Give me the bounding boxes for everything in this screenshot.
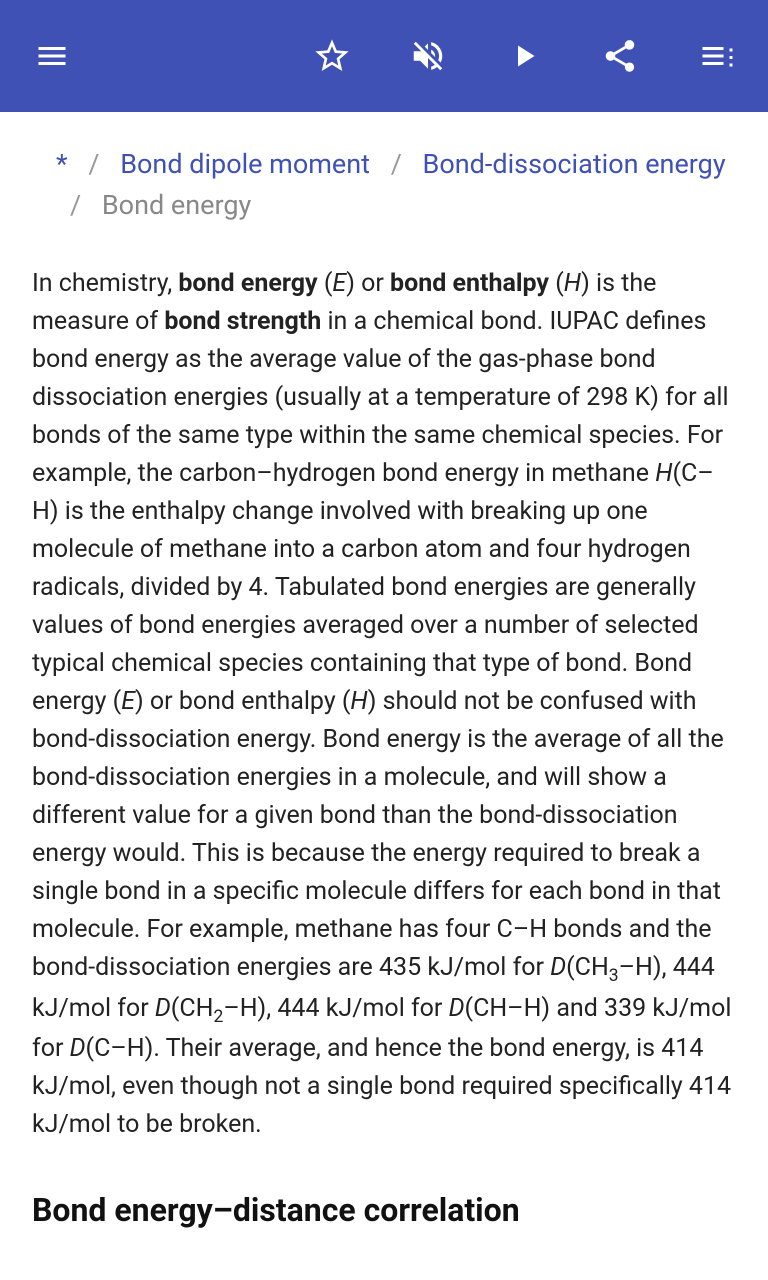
toolbar bbox=[0, 0, 768, 112]
section-heading: Bond energy–distance correlation bbox=[32, 1186, 736, 1235]
article-paragraph: In chemistry, bond energy (E) or bond en… bbox=[32, 265, 736, 1144]
breadcrumb-sep: / bbox=[70, 189, 81, 221]
content: * / Bond dipole moment / Bond-dissociati… bbox=[0, 112, 768, 1235]
toolbar-left bbox=[32, 36, 72, 76]
list-icon[interactable] bbox=[696, 36, 736, 76]
play-icon[interactable] bbox=[504, 36, 544, 76]
menu-icon[interactable] bbox=[32, 36, 72, 76]
breadcrumb-link[interactable]: Bond dipole moment bbox=[120, 148, 370, 180]
volume-off-icon[interactable] bbox=[408, 36, 448, 76]
share-icon[interactable] bbox=[600, 36, 640, 76]
breadcrumb-root[interactable]: * bbox=[56, 148, 68, 180]
breadcrumb-sep: / bbox=[391, 148, 402, 180]
article-body: In chemistry, bond energy (E) or bond en… bbox=[32, 265, 736, 1235]
star-icon[interactable] bbox=[312, 36, 352, 76]
breadcrumb-current: Bond energy bbox=[102, 189, 251, 221]
toolbar-right bbox=[312, 36, 736, 76]
breadcrumb-link[interactable]: Bond-dissociation energy bbox=[423, 148, 726, 180]
breadcrumb: * / Bond dipole moment / Bond-dissociati… bbox=[32, 144, 736, 225]
breadcrumb-sep: / bbox=[88, 148, 99, 180]
